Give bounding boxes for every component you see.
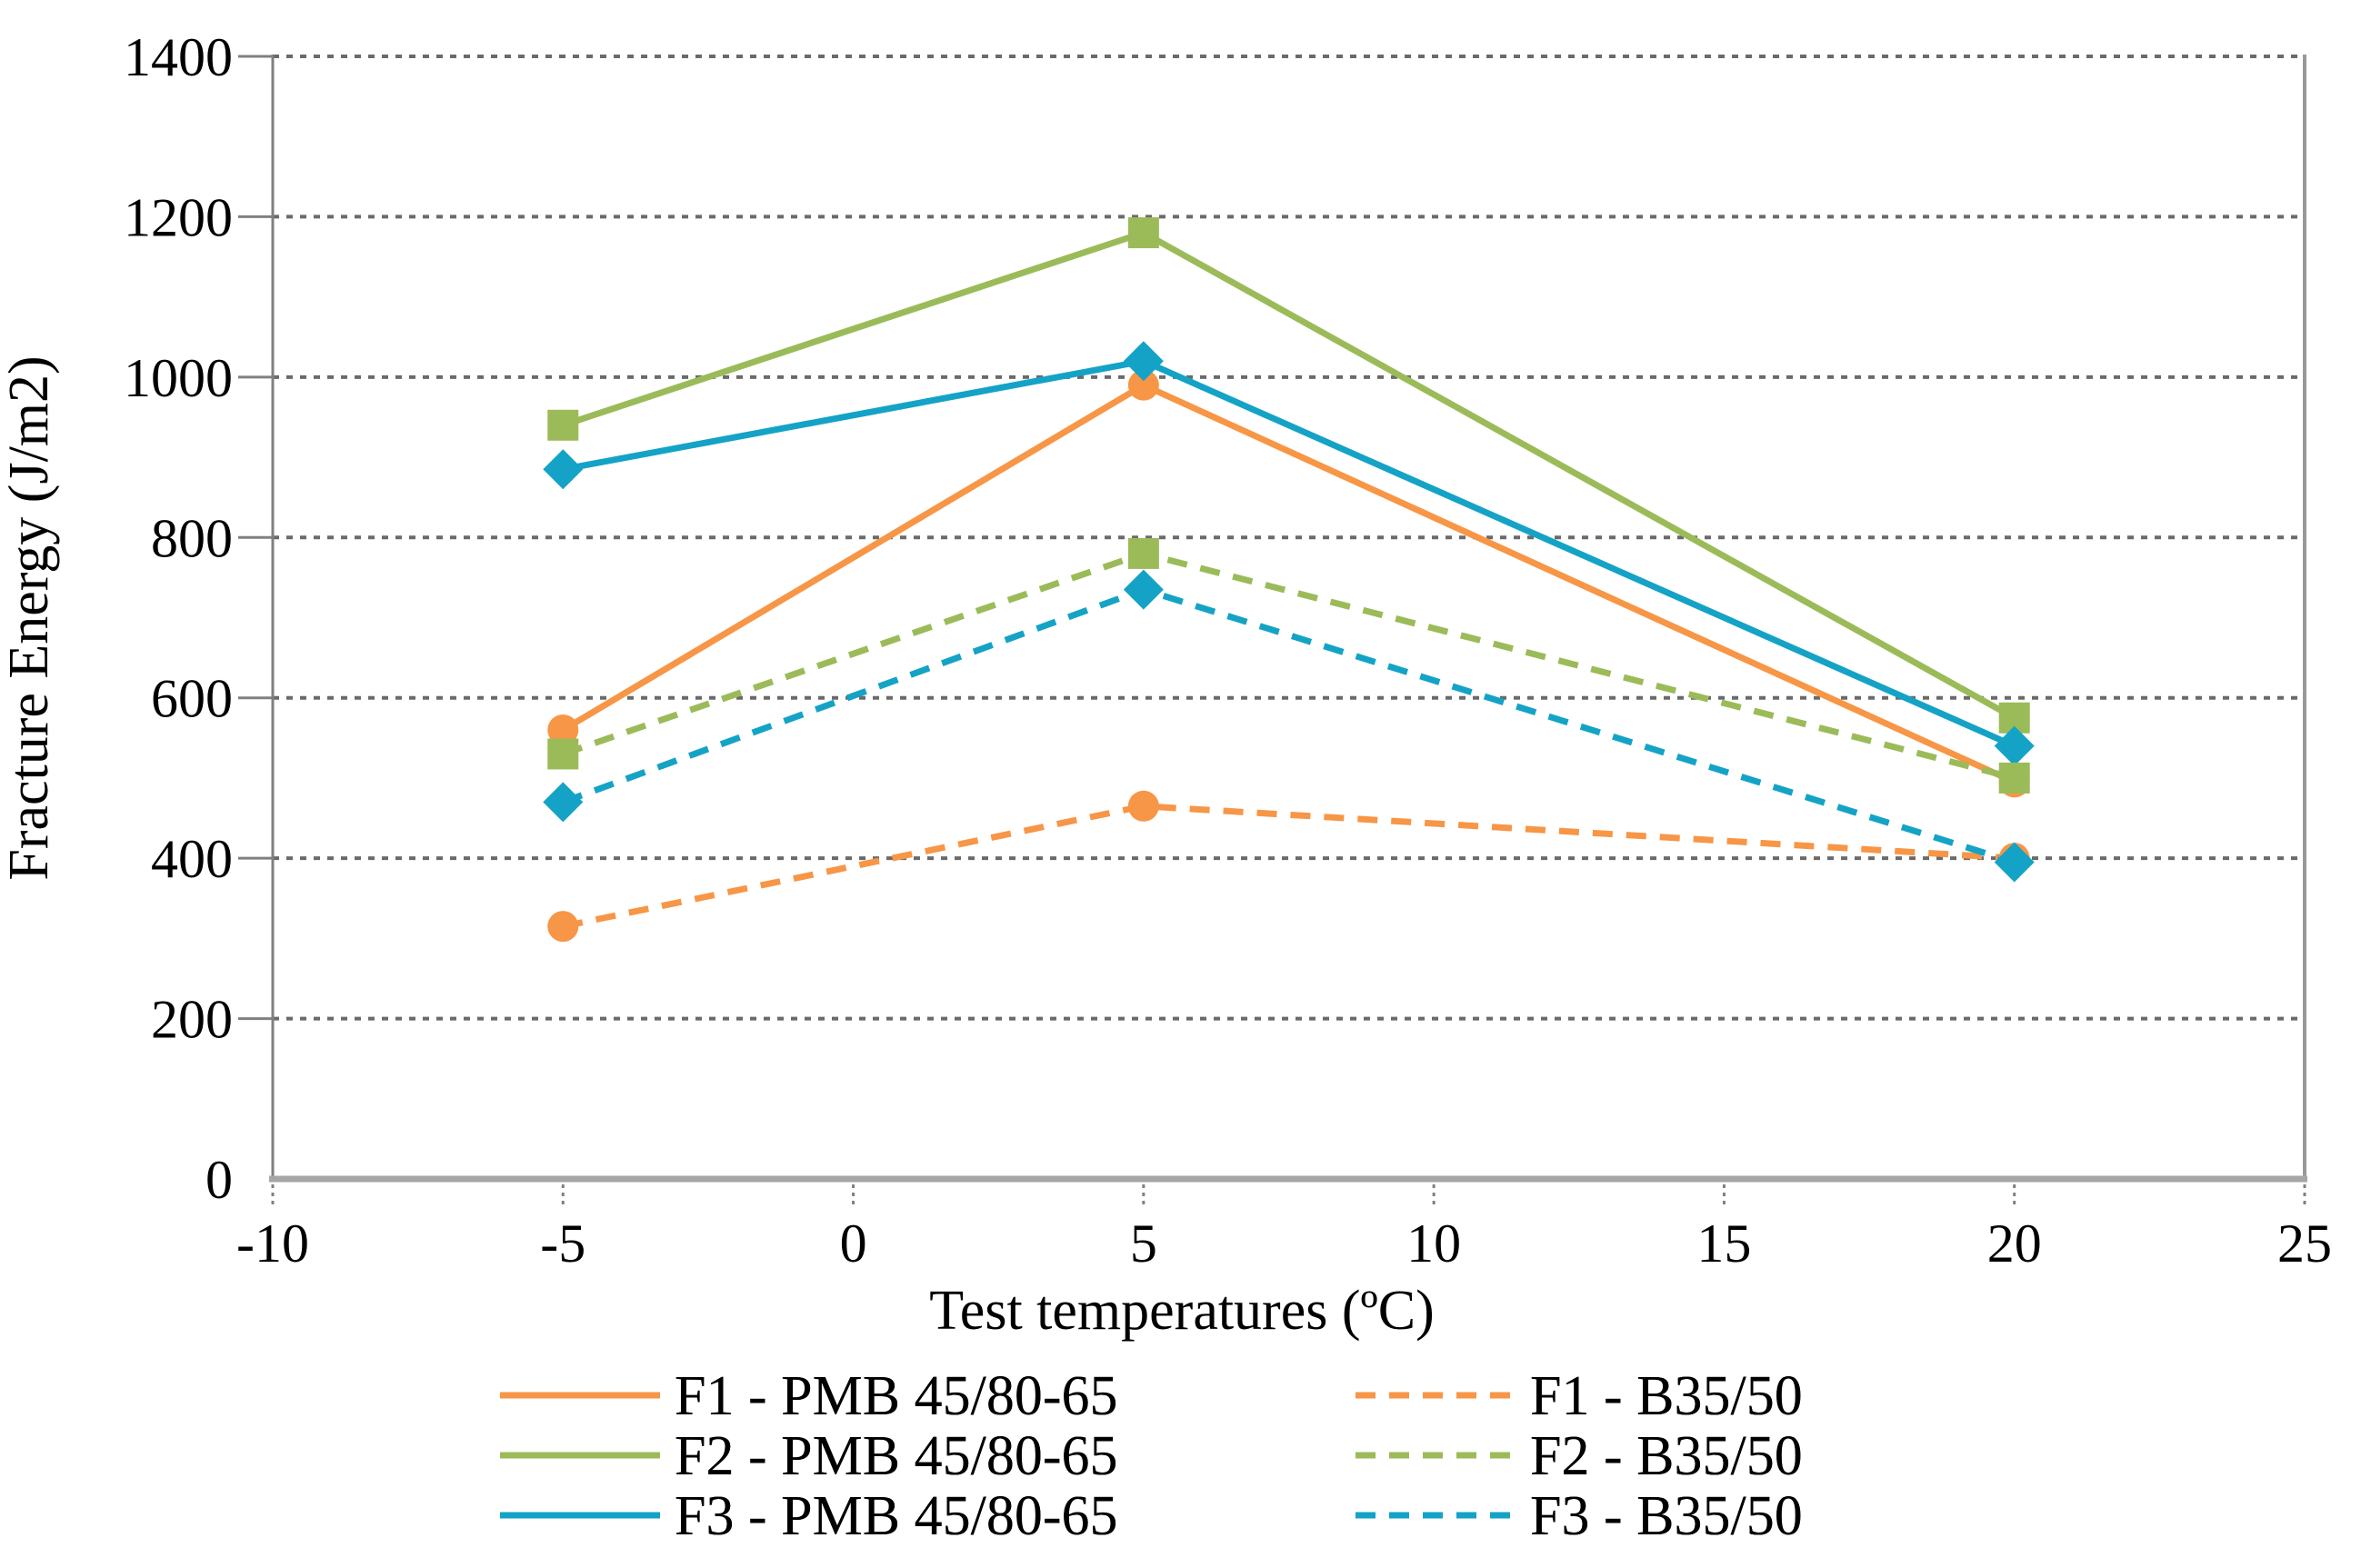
legend-item-f3-b35-50: F3 - B35/50 <box>1356 1485 1803 1547</box>
y-tick-label: 0 <box>205 1150 233 1210</box>
x-axis-title: Test temperatures (ºC) <box>929 1280 1434 1342</box>
x-tick-label: 20 <box>1987 1213 2042 1273</box>
legend-label: F1 - PMB 45/80-65 <box>675 1365 1117 1427</box>
series-marker-f1-b35-50 <box>1127 790 1159 822</box>
y-tick-label: 1000 <box>124 348 233 408</box>
y-tick-label: 200 <box>151 990 233 1050</box>
series-marker-f2-b35-50 <box>1127 537 1159 569</box>
legend-label: F3 - PMB 45/80-65 <box>675 1485 1117 1547</box>
series-marker-f1-pmb-45-80-65 <box>547 714 579 745</box>
legend-label: F3 - PMB 45/80-65 <box>675 1485 1117 1547</box>
series-line-f3-b35-50 <box>562 585 2016 865</box>
y-tick-label: 800 <box>151 508 233 568</box>
series-line-f2-b35-50 <box>562 550 2016 782</box>
series-marker-f3-b35-50 <box>1994 842 2035 883</box>
legend-label: F1 - B35/50 <box>1530 1365 1803 1427</box>
series-line-f2-pmb-45-80-65 <box>562 229 2016 721</box>
series-marker-f2-b35-50 <box>547 738 579 770</box>
series-line-f3-pmb-45-80-65 <box>562 357 2016 749</box>
legend-label: F2 - B35/50 <box>1530 1425 1803 1487</box>
legend-item-f1-b35-50: F1 - B35/50 <box>1356 1365 1803 1427</box>
series-marker-f3-b35-50 <box>543 782 584 823</box>
legend-label: F2 - PMB 45/80-65 <box>675 1425 1117 1487</box>
series-marker-f1-b35-50 <box>547 911 579 943</box>
legend-label: F1 - PMB 45/80-65 <box>675 1365 1117 1427</box>
x-tick-label: -5 <box>540 1213 585 1273</box>
series-marker-f1-pmb-45-80-65 <box>1127 369 1159 401</box>
legend-item-f3-pmb-45-80-65: F3 - PMB 45/80-65 <box>500 1485 1117 1547</box>
series-marker-f3-b35-50 <box>1123 569 1164 610</box>
x-tick-label: 10 <box>1406 1213 1461 1273</box>
y-tick-label: 600 <box>151 669 233 729</box>
series-marker-f3-pmb-45-80-65 <box>1123 341 1164 382</box>
legend-label: F3 - B35/50 <box>1530 1485 1803 1547</box>
series-marker-f2-b35-50 <box>1998 762 2030 794</box>
y-tick-label: 1400 <box>124 27 233 87</box>
series-marker-f2-pmb-45-80-65 <box>547 409 579 441</box>
legend-label: F2 - PMB 45/80-65 <box>675 1425 1117 1487</box>
legend-item-f2-b35-50: F2 - B35/50 <box>1356 1425 1803 1487</box>
x-tick-label: -10 <box>236 1213 309 1273</box>
x-tick-label: 0 <box>840 1213 867 1273</box>
legend-item-f1-pmb-45-80-65: F1 - PMB 45/80-65 <box>500 1365 1117 1427</box>
y-tick-label: 1200 <box>124 187 233 247</box>
series-marker-f2-pmb-45-80-65 <box>1127 217 1159 249</box>
legend-label: F1 - B35/50 <box>1530 1365 1803 1427</box>
legend-item-f2-pmb-45-80-65: F2 - PMB 45/80-65 <box>500 1425 1117 1487</box>
legend-label: F2 - B35/50 <box>1530 1425 1803 1487</box>
series-line-f1-b35-50 <box>562 803 2015 930</box>
y-tick-label: 400 <box>151 829 233 889</box>
series-marker-f3-pmb-45-80-65 <box>1994 725 2035 766</box>
y-axis-title: Fracture Energy (J/m2) <box>0 355 60 880</box>
x-tick-label: 15 <box>1696 1213 1751 1273</box>
legend-label: F3 - B35/50 <box>1530 1485 1803 1547</box>
x-tick-label: 5 <box>1130 1213 1157 1273</box>
x-tick-label: 25 <box>2277 1213 2332 1273</box>
series-marker-f3-pmb-45-80-65 <box>543 449 584 490</box>
